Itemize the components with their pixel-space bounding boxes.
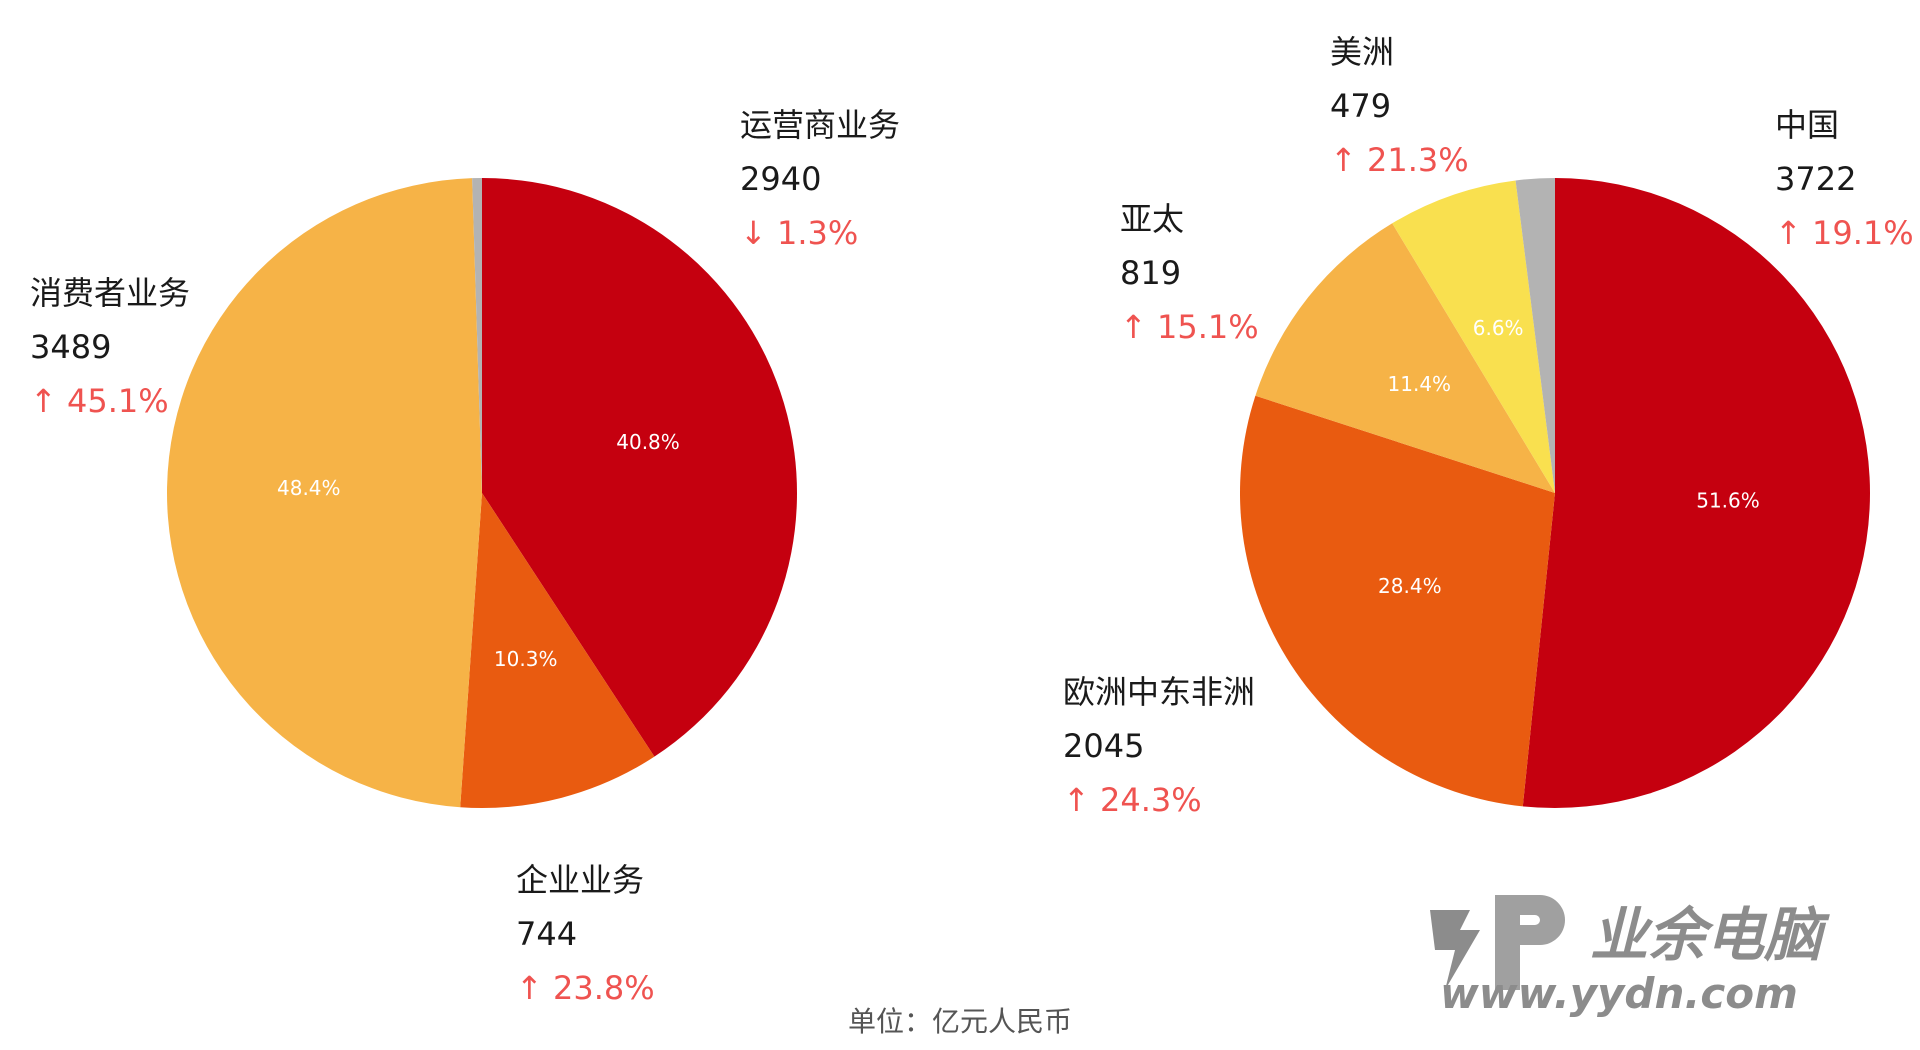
callout-name: 消费者业务	[30, 274, 191, 312]
callout-name: 亚太	[1120, 200, 1185, 238]
callout-china: 中国 3722 ↑ 19.1%	[1775, 98, 1914, 260]
callout-consumer: 消费者业务 3489 ↑ 45.1%	[30, 266, 190, 428]
callout-change: ↑ 19.1%	[1775, 214, 1914, 252]
pie-slice-亚太	[1255, 223, 1555, 493]
callout-enterprise: 企业业务 744 ↑ 23.8%	[516, 853, 655, 1015]
callout-name: 欧洲中东非洲	[1063, 673, 1256, 711]
pie-slice-美洲	[1392, 180, 1555, 494]
callout-value: 3722	[1775, 160, 1857, 198]
pie-slice-欧洲中东非洲	[1240, 395, 1555, 807]
pie-slice-other	[1515, 178, 1555, 493]
pie-slice-企业业务	[460, 493, 655, 809]
pie-slice-label: 48.4%	[277, 476, 341, 500]
watermark-graphic: 业余电脑 www.yydn.com	[1430, 895, 1830, 1018]
pie-slice-other	[472, 178, 482, 493]
callout-change: ↑ 24.3%	[1063, 781, 1202, 819]
pie-slice-label: 11.4%	[1388, 372, 1452, 396]
pie-slice-运营商业务	[482, 178, 797, 757]
pie-slice-label: 40.8%	[616, 430, 680, 454]
callout-change: ↑ 21.3%	[1330, 141, 1469, 179]
callout-americas: 美洲 479 ↑ 21.3%	[1330, 25, 1469, 187]
callout-value: 819	[1120, 254, 1182, 292]
callout-name: 企业业务	[516, 861, 645, 899]
callout-value: 3489	[30, 328, 112, 366]
pie-slice-label: 28.4%	[1378, 574, 1442, 598]
callout-change: ↑ 45.1%	[30, 382, 169, 420]
callout-carrier: 运营商业务 2940 ↓ 1.3%	[740, 98, 900, 260]
pie-slice-label: 6.6%	[1473, 316, 1524, 340]
pie-slice-消费者业务	[166, 178, 482, 808]
watermark-emblem	[1430, 895, 1565, 990]
callout-name: 美洲	[1330, 33, 1395, 71]
pie-slice-label: 51.6%	[1696, 488, 1760, 512]
callout-value: 479	[1330, 87, 1392, 125]
callout-value: 2940	[740, 160, 822, 198]
watermark-brand: 业余电脑	[1590, 901, 1830, 969]
pie-slice-label: 10.3%	[494, 647, 558, 671]
callout-value: 2045	[1063, 727, 1145, 765]
callout-value: 744	[516, 915, 578, 953]
callout-change: ↑ 15.1%	[1120, 308, 1259, 346]
callout-change: ↓ 1.3%	[740, 214, 859, 252]
watermark-logo: 业余电脑 www.yydn.com	[1420, 880, 1900, 1020]
watermark-url: www.yydn.com	[1440, 969, 1798, 1018]
pie-slice-中国	[1522, 178, 1871, 809]
callout-apac: 亚太 819 ↑ 15.1%	[1120, 192, 1259, 354]
unit-note: 单位：亿元人民币	[847, 1005, 1072, 1038]
callout-change: ↑ 23.8%	[516, 969, 655, 1007]
callout-name: 中国	[1775, 106, 1840, 144]
callout-name: 运营商业务	[740, 106, 901, 144]
callout-emea: 欧洲中东非洲 2045 ↑ 24.3%	[1063, 665, 1255, 827]
